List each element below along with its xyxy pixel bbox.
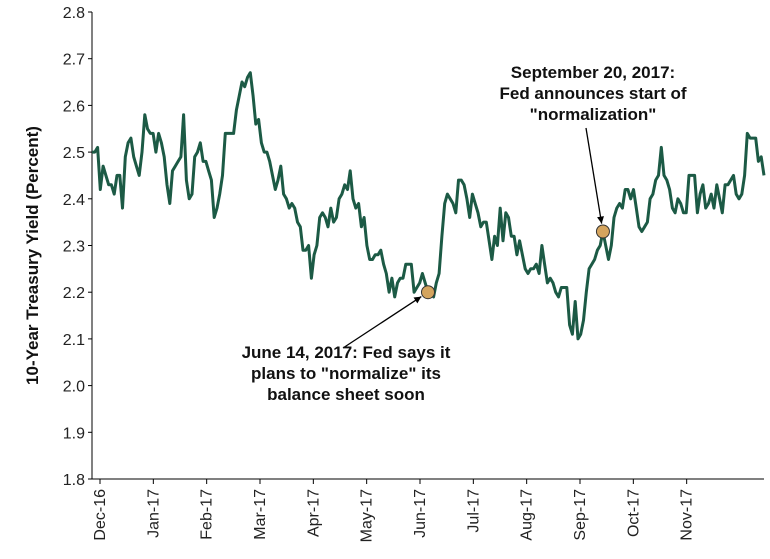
annotation-arrowhead [597, 216, 604, 224]
x-tick-label: Feb-17 [199, 489, 216, 540]
y-tick-label: 1.9 [63, 425, 85, 442]
x-tick-label: Aug-17 [519, 489, 536, 541]
y-tick-label: 2.0 [63, 379, 85, 396]
x-tick-label: Jun-17 [412, 489, 429, 538]
x-tick-label: Apr-17 [305, 489, 322, 537]
annotation-marker [595, 224, 610, 239]
x-axis-ticks: Dec-16 Jan-17 Feb-17 Mar-17 Apr-17 May-17 Jun-… [92, 479, 696, 542]
x-tick-label: Sep-17 [572, 489, 589, 541]
y-tick-label: 2.3 [63, 239, 85, 256]
x-tick-label: Mar-17 [252, 489, 269, 540]
x-tick-label: May-17 [359, 489, 376, 542]
annotation-text-line: plans to "normalize" its [251, 364, 441, 383]
annotation-arrow [342, 296, 422, 349]
annotation-arrowhead [413, 296, 422, 304]
annotation-text-line: September 20, 2017: [511, 63, 675, 82]
y-tick-label: 2.8 [63, 5, 85, 22]
y-tick-label: 2.2 [63, 285, 85, 302]
annotation-arrow [585, 127, 603, 224]
annotations: June 14, 2017: Fed says it plans to "norm… [242, 63, 687, 404]
annotation-text-line: Fed announces start of [499, 84, 686, 103]
x-tick-label: Nov-17 [679, 489, 696, 541]
y-tick-label: 2.1 [63, 332, 85, 349]
x-tick-label: Jan-17 [145, 489, 162, 538]
y-tick-label: 2.5 [63, 145, 85, 162]
y-tick-label: 2.4 [63, 192, 85, 209]
annotation-text-line: June 14, 2017: Fed says it [242, 343, 451, 362]
y-axis-ticks: 2.8 2.7 2.6 2.5 2.4 2.3 2.2 2.1 2.0 1.9 1.8 [63, 5, 92, 489]
x-tick-label: Dec-16 [92, 489, 109, 541]
y-tick-label: 2.7 [63, 52, 85, 69]
x-tick-label: Oct-17 [625, 489, 642, 537]
annotation-text-line: "normalization" [530, 105, 657, 124]
y-axis-label: 10-Year Treasury Yield (Percent) [23, 126, 42, 385]
x-tick-label: Jul-17 [465, 489, 482, 533]
annotation-marker [421, 285, 435, 300]
y-tick-label: 2.6 [63, 98, 85, 115]
annotation-text-line: balance sheet soon [267, 385, 425, 404]
y-tick-label: 1.8 [63, 472, 85, 489]
